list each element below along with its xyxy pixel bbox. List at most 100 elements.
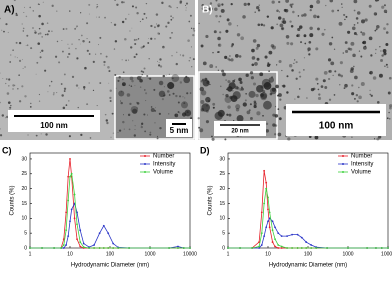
particle <box>132 120 133 121</box>
particle <box>209 84 210 85</box>
particle <box>215 66 217 68</box>
particle <box>256 85 264 93</box>
particle <box>199 128 203 132</box>
particle <box>129 129 131 131</box>
particle <box>384 4 386 6</box>
particle <box>103 64 105 66</box>
particle <box>222 94 223 95</box>
particle <box>360 56 362 58</box>
particle <box>255 94 258 97</box>
particle <box>243 102 247 106</box>
data-point <box>305 241 307 243</box>
series-line <box>30 203 190 248</box>
particle <box>99 82 101 84</box>
particle <box>143 45 145 47</box>
particle <box>218 5 220 7</box>
particle <box>84 67 87 70</box>
particle <box>379 46 380 47</box>
particle <box>28 134 29 135</box>
particle <box>317 28 320 31</box>
particle <box>344 87 346 89</box>
particle <box>203 61 207 65</box>
particle <box>127 93 131 97</box>
particle <box>64 90 66 92</box>
particle <box>200 100 204 104</box>
particle <box>179 95 181 97</box>
particle <box>23 28 25 30</box>
panel-label: C) <box>2 145 12 155</box>
x-tick-label: 100 <box>106 251 115 257</box>
particle <box>350 42 354 46</box>
particle <box>136 12 138 14</box>
data-point <box>263 203 265 205</box>
particle <box>267 64 270 67</box>
particle <box>154 26 156 28</box>
particle <box>51 81 53 83</box>
data-point <box>227 247 229 249</box>
particle <box>123 114 124 115</box>
particle <box>374 138 375 139</box>
particle <box>124 129 125 130</box>
particle <box>299 71 301 73</box>
particle <box>381 6 384 9</box>
particle <box>190 15 192 17</box>
particle <box>97 105 98 106</box>
particle <box>247 3 250 6</box>
particle <box>97 6 99 8</box>
particle <box>281 20 284 23</box>
particle <box>144 130 146 132</box>
particle <box>365 45 367 47</box>
particle <box>150 132 152 134</box>
particle <box>240 81 243 84</box>
particle <box>17 88 19 90</box>
x-tick-label: 1 <box>227 251 230 257</box>
particle <box>227 18 230 21</box>
particle <box>164 86 165 87</box>
particle <box>99 37 101 39</box>
particle <box>153 89 155 91</box>
particle <box>146 17 147 18</box>
particle <box>260 92 267 99</box>
particle <box>369 90 370 91</box>
particle <box>146 75 148 77</box>
particle <box>187 39 190 42</box>
particle <box>55 56 57 58</box>
particle <box>130 46 132 48</box>
particle <box>56 10 57 11</box>
particle <box>214 7 218 11</box>
particle <box>188 21 190 23</box>
scale-label: 100 nm <box>40 121 68 130</box>
particle <box>250 103 252 105</box>
data-point <box>76 223 78 225</box>
y-axis-title: Counts (%) <box>208 185 214 215</box>
data-point <box>71 173 73 175</box>
particle <box>8 32 9 33</box>
particle <box>39 32 41 34</box>
particle <box>247 111 251 115</box>
particle <box>318 97 321 100</box>
particle <box>143 13 145 15</box>
particle <box>175 95 177 97</box>
particle <box>122 79 124 81</box>
particle <box>299 76 301 78</box>
particle <box>357 100 359 102</box>
particle <box>124 38 127 41</box>
particle <box>7 92 10 95</box>
particle <box>385 43 388 46</box>
data-point <box>99 247 101 249</box>
particle <box>89 41 91 43</box>
particle <box>352 54 356 58</box>
particle <box>239 55 242 58</box>
particle <box>136 39 138 41</box>
particle <box>377 101 380 104</box>
particle <box>89 53 91 55</box>
data-point <box>79 229 81 231</box>
particle <box>169 74 170 75</box>
particle <box>167 82 174 89</box>
particle <box>30 106 32 108</box>
particle <box>113 132 114 133</box>
particle <box>184 97 185 98</box>
particle <box>348 48 351 51</box>
particle <box>219 15 221 17</box>
particle <box>117 80 119 82</box>
